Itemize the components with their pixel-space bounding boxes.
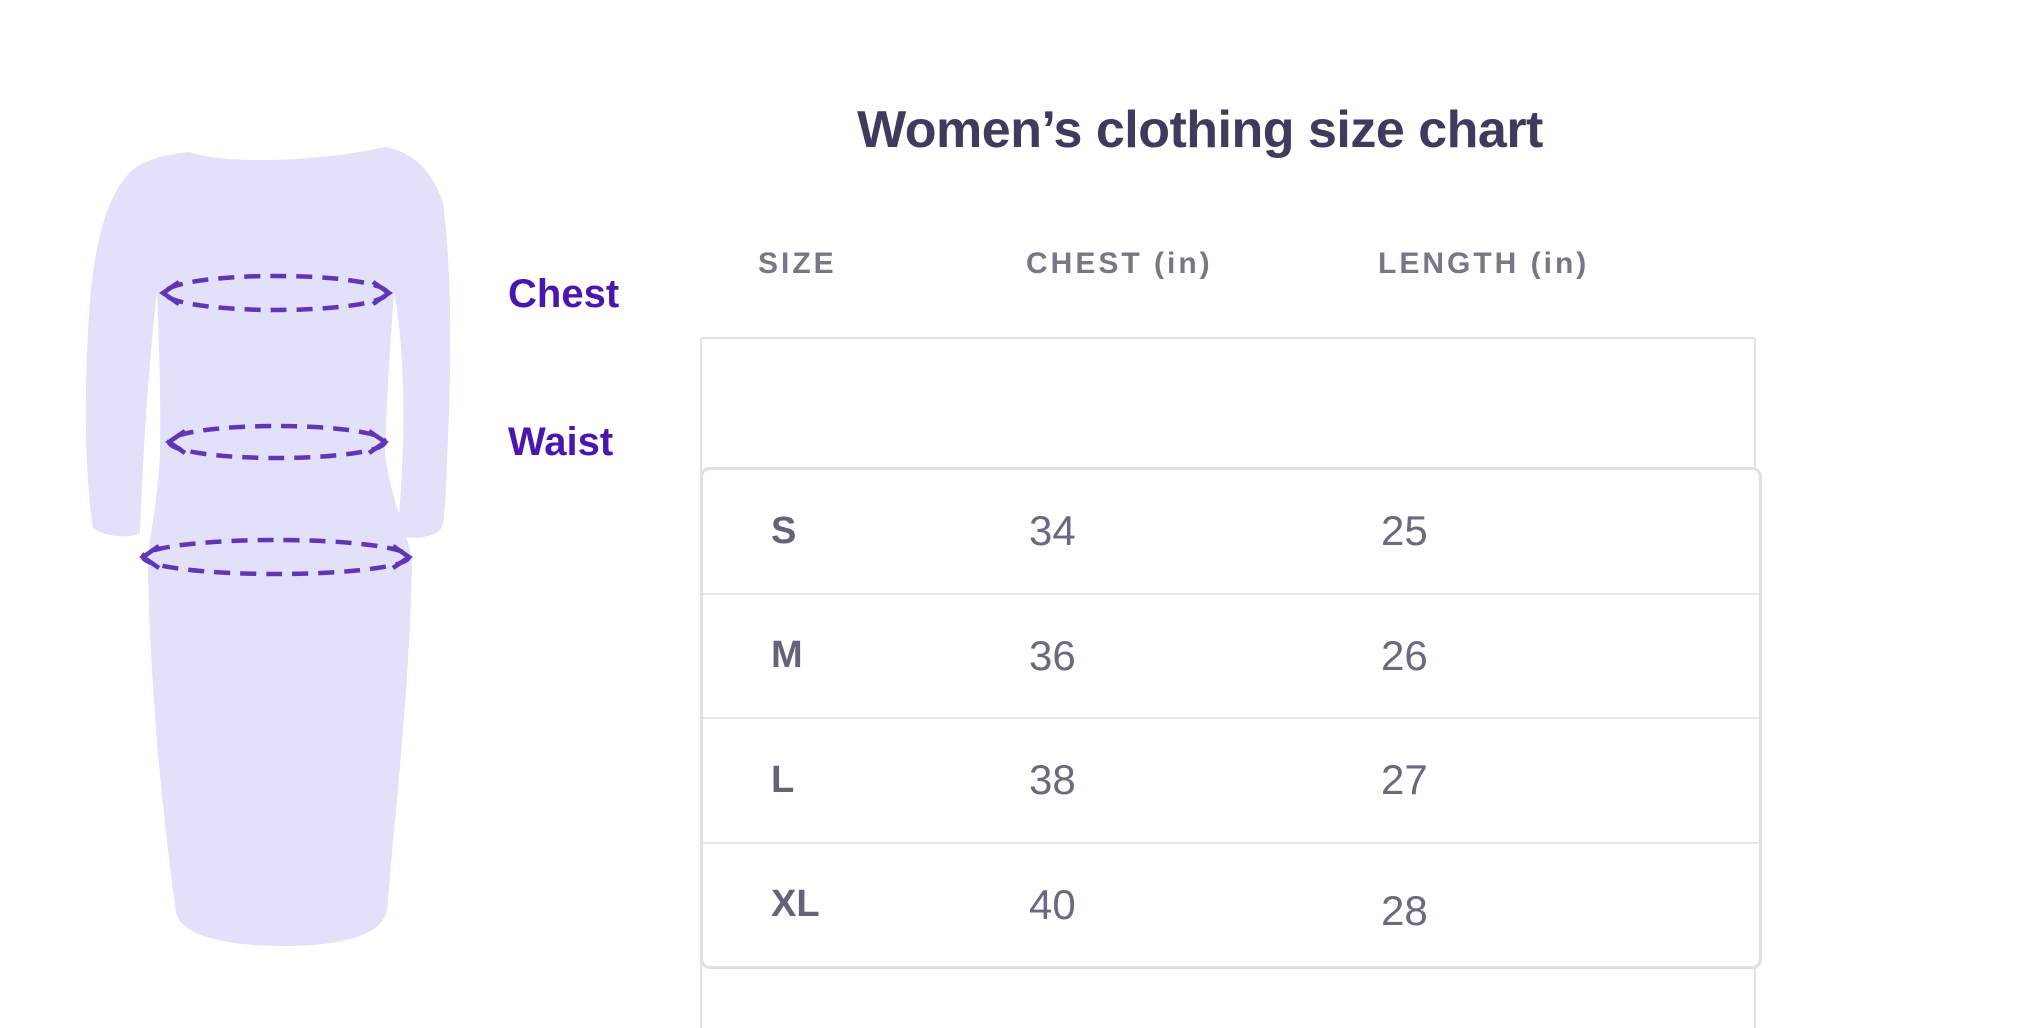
hip-arrow-left <box>139 544 161 570</box>
chest-arrow-right <box>371 280 393 306</box>
column-header-chest: CHEST (in) <box>1026 247 1213 280</box>
hip-measure-line <box>139 537 413 577</box>
table-row-xl: XL 40 28 <box>703 841 1759 967</box>
length-cell: 27 <box>1381 756 1428 804</box>
size-cell: M <box>771 634 803 677</box>
table-row-m: M 36 26 <box>703 592 1759 718</box>
chest-cell: 38 <box>1029 756 1076 804</box>
dress-silhouette <box>85 147 451 946</box>
waist-label: Waist <box>508 420 614 464</box>
table-row-s: S 34 25 <box>703 470 1759 593</box>
length-cell: 25 <box>1381 507 1428 555</box>
chest-cell: 36 <box>1029 631 1076 679</box>
table-header-row: SIZE CHEST (in) LENGTH (in) <box>700 238 1756 290</box>
waist-arrow-left <box>165 429 187 455</box>
waist-measure-line <box>165 423 389 461</box>
chest-label: Chest <box>508 272 620 316</box>
size-cell: S <box>771 509 797 552</box>
hip-arrow-right <box>391 544 413 570</box>
size-cell: XL <box>771 883 820 926</box>
chest-cell: 40 <box>1029 880 1076 928</box>
dress-illustration <box>85 147 451 946</box>
table-row-group: S 34 25 M 36 26 L 38 27 XL 40 28 <box>700 467 1762 969</box>
waist-arrow-right <box>367 429 389 455</box>
chest-measure-line <box>159 273 393 313</box>
column-header-size: SIZE <box>758 247 837 280</box>
length-cell: 28 <box>1381 886 1428 934</box>
chest-cell: 34 <box>1029 507 1076 555</box>
page-title: Women’s clothing size chart <box>857 101 1543 159</box>
chest-arrow-left <box>159 280 181 306</box>
column-header-length: LENGTH (in) <box>1378 247 1590 280</box>
table-row-l: L 38 27 <box>703 717 1759 842</box>
size-cell: L <box>771 758 795 801</box>
length-cell: 26 <box>1381 631 1428 679</box>
